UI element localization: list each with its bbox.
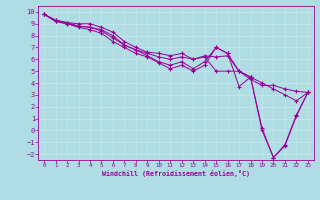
X-axis label: Windchill (Refroidissement éolien,°C): Windchill (Refroidissement éolien,°C) xyxy=(102,170,250,177)
